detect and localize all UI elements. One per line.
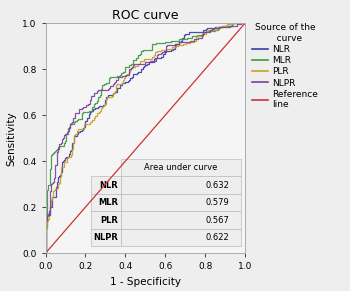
Legend: NLR, MLR, PLR, NLPR, Reference
line: NLR, MLR, PLR, NLPR, Reference line: [252, 23, 318, 109]
Y-axis label: Sensitivity: Sensitivity: [7, 111, 16, 166]
X-axis label: 1 - Specificity: 1 - Specificity: [110, 277, 181, 287]
Title: ROC curve: ROC curve: [112, 9, 178, 22]
